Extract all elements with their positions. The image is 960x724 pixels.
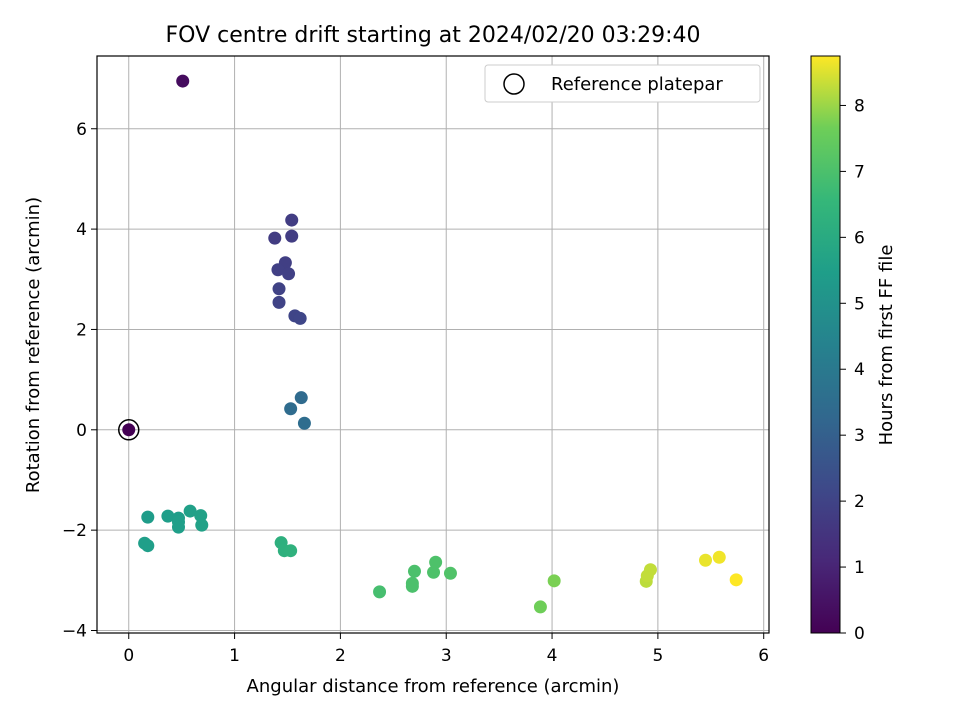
x-tick-label: 0 — [123, 646, 134, 666]
y-axis-ticks: −4 −2 0 2 4 6 — [62, 120, 97, 641]
data-point — [271, 263, 285, 277]
data-point — [194, 509, 208, 523]
x-tick-label: 5 — [652, 646, 663, 666]
chart-title: FOV centre drift starting at 2024/02/20 … — [166, 23, 701, 48]
y-axis-label: Rotation from reference (arcmin) — [23, 197, 44, 493]
data-point — [407, 564, 421, 578]
legend-label: Reference platepar — [551, 74, 723, 95]
legend-box — [484, 64, 761, 103]
x-tick-label: 1 — [229, 646, 240, 666]
data-point — [285, 213, 299, 227]
colorbar-tick-label: 2 — [854, 492, 865, 512]
x-axis-ticks: 0 1 2 3 4 5 6 — [123, 633, 769, 666]
colorbar-tick-label: 1 — [854, 558, 865, 578]
y-tick-label: −4 — [62, 621, 87, 641]
data-point — [141, 510, 155, 524]
colorbar-label: Hours from first FF file — [876, 245, 897, 446]
data-point — [429, 555, 443, 569]
y-tick-label: 4 — [76, 220, 87, 240]
data-point — [195, 518, 209, 532]
data-point — [427, 565, 441, 579]
colorbar-ticks: 0 1 2 3 4 5 6 7 8 — [840, 96, 865, 644]
plot-frame — [96, 55, 770, 634]
legend: Reference platepar — [484, 64, 761, 103]
data-point — [293, 311, 307, 325]
data-point — [373, 585, 387, 599]
data-point — [547, 574, 561, 588]
colorbar: 0 1 2 3 4 5 6 7 8 Hours from first FF file — [810, 55, 897, 644]
data-point — [272, 282, 286, 296]
data-point — [533, 600, 547, 614]
y-tick-label: 6 — [76, 120, 87, 140]
data-point — [272, 295, 286, 309]
data-point — [183, 504, 197, 518]
colorbar-frame — [810, 55, 841, 634]
colorbar-tick-label: 4 — [854, 360, 865, 380]
data-point — [284, 402, 298, 416]
data-point — [161, 509, 175, 523]
data-point — [284, 544, 298, 558]
x-axis-label: Angular distance from reference (arcmin) — [247, 676, 620, 697]
data-point — [141, 539, 155, 553]
data-point — [122, 423, 136, 437]
colorbar-tick-label: 0 — [854, 624, 865, 644]
x-tick-label: 4 — [547, 646, 558, 666]
data-point — [729, 573, 743, 587]
colorbar-tick-label: 3 — [854, 426, 865, 446]
y-tick-label: 2 — [76, 320, 87, 340]
reference-marker-layer — [117, 419, 140, 441]
data-point — [171, 520, 185, 534]
grid-lines — [97, 56, 769, 633]
x-tick-label: 2 — [335, 646, 346, 666]
data-point — [176, 74, 190, 88]
data-point — [405, 579, 419, 593]
data-point — [699, 553, 713, 567]
colorbar-tick-label: 8 — [854, 96, 865, 116]
y-tick-label: 0 — [76, 421, 87, 441]
legend-marker-icon — [503, 73, 525, 95]
data-point — [643, 563, 657, 577]
data-point — [268, 231, 282, 245]
data-point — [443, 566, 457, 580]
y-tick-label: −2 — [62, 521, 87, 541]
x-tick-label: 6 — [758, 646, 769, 666]
colorbar-tick-label: 7 — [854, 162, 865, 182]
colorbar-tick-label: 6 — [854, 228, 865, 248]
data-point — [712, 550, 726, 564]
data-point — [294, 391, 308, 405]
data-point — [297, 416, 311, 430]
data-points — [122, 74, 743, 614]
colorbar-gradient — [811, 56, 840, 633]
data-point — [285, 229, 299, 243]
x-tick-label: 3 — [441, 646, 452, 666]
reference-platepar-marker — [117, 419, 140, 441]
data-point — [282, 267, 296, 281]
colorbar-tick-label: 5 — [854, 294, 865, 314]
